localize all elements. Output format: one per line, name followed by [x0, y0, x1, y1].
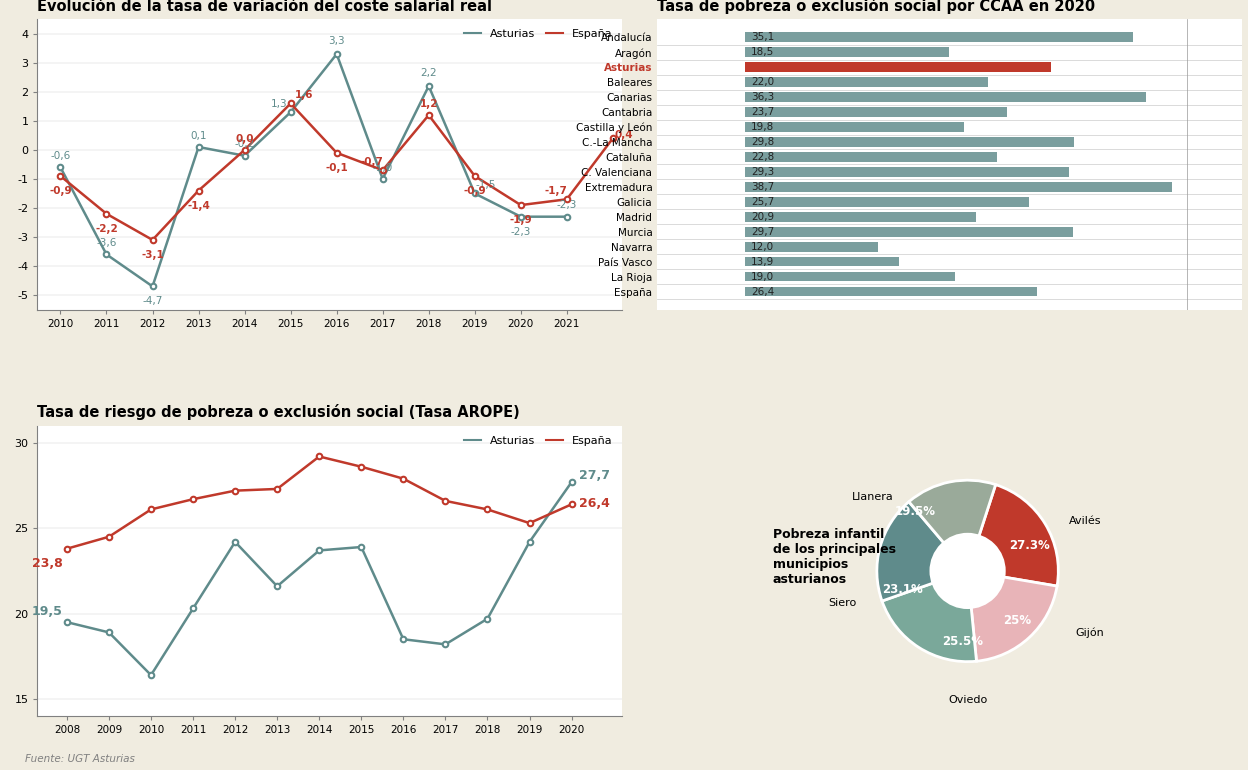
Bar	[745, 77, 988, 87]
Text: 25,7: 25,7	[751, 197, 774, 207]
Text: 0,4: 0,4	[615, 130, 633, 140]
Text: -0,6: -0,6	[50, 151, 71, 161]
Text: Siero: Siero	[829, 598, 856, 608]
Bar	[745, 197, 1028, 206]
Text: -0,7: -0,7	[361, 156, 383, 166]
Bar	[745, 152, 997, 162]
Bar	[745, 137, 1075, 147]
Text: 29,7: 29,7	[751, 226, 774, 236]
Text: -1,4: -1,4	[187, 201, 210, 211]
Bar	[745, 212, 976, 222]
Text: 0,1: 0,1	[190, 131, 207, 141]
Text: 19,8: 19,8	[751, 122, 774, 132]
Text: Oviedo: Oviedo	[948, 695, 987, 705]
Text: 13,9: 13,9	[751, 256, 774, 266]
Text: -3,1: -3,1	[141, 250, 163, 260]
Text: 26,4: 26,4	[751, 286, 774, 296]
Bar	[745, 32, 1132, 42]
Wedge shape	[967, 484, 1058, 586]
Text: 2,2: 2,2	[421, 69, 437, 79]
Text: Pobreza infantil
de los principales
municipios
asturianos: Pobreza infantil de los principales muni…	[773, 528, 896, 586]
Text: 29,8: 29,8	[751, 137, 774, 147]
Text: 25%: 25%	[1003, 614, 1032, 628]
Text: 22,0: 22,0	[751, 77, 774, 87]
Bar	[745, 242, 877, 252]
Text: Llanera: Llanera	[851, 491, 894, 501]
Text: 36,3: 36,3	[751, 92, 774, 102]
Text: -2,2: -2,2	[95, 224, 117, 234]
Text: -2,3: -2,3	[510, 226, 530, 236]
Bar	[745, 107, 1007, 117]
Text: 1,3: 1,3	[271, 99, 288, 109]
Text: -1,0: -1,0	[373, 162, 393, 172]
Text: 0,0: 0,0	[236, 133, 253, 143]
Text: 23,7: 23,7	[751, 107, 774, 117]
Text: Tasa de pobreza o exclusión social por CCAA en 2020: Tasa de pobreza o exclusión social por C…	[658, 0, 1096, 14]
Wedge shape	[967, 571, 1057, 661]
Text: 35,1: 35,1	[751, 32, 774, 42]
Text: 29,3: 29,3	[751, 167, 774, 177]
Text: 19,0: 19,0	[751, 272, 774, 282]
Text: Avilés: Avilés	[1070, 516, 1102, 526]
Text: -0,1: -0,1	[326, 163, 348, 173]
Wedge shape	[882, 571, 976, 661]
Text: -0,9: -0,9	[463, 186, 485, 196]
Text: -3,6: -3,6	[96, 238, 116, 248]
Bar	[745, 182, 1172, 192]
Legend: Asturias, España: Asturias, España	[459, 25, 617, 44]
Text: 26,4: 26,4	[579, 497, 609, 510]
Text: 27,7: 27,7	[579, 470, 609, 482]
Bar	[745, 92, 1146, 102]
Text: Gijón: Gijón	[1076, 628, 1104, 638]
Bar	[745, 167, 1068, 177]
Text: -4,7: -4,7	[142, 296, 162, 306]
Text: -0,9: -0,9	[49, 186, 72, 196]
Text: -1,5: -1,5	[475, 180, 495, 190]
Text: 27.3%: 27.3%	[1008, 539, 1050, 552]
Text: Fuente: UGT Asturias: Fuente: UGT Asturias	[25, 755, 135, 765]
Bar	[745, 286, 1037, 296]
Bar	[745, 256, 899, 266]
Bar	[745, 48, 950, 57]
Bar	[745, 122, 963, 132]
Text: Tasa de riesgo de pobreza o exclusión social (Tasa AROPE): Tasa de riesgo de pobreza o exclusión so…	[37, 404, 520, 420]
Text: 38,7: 38,7	[751, 182, 774, 192]
Text: 19.5%: 19.5%	[895, 505, 936, 518]
Text: 20,9: 20,9	[751, 212, 774, 222]
Text: -2,3: -2,3	[557, 200, 577, 210]
Text: 18,5: 18,5	[751, 47, 774, 57]
Text: 22,8: 22,8	[751, 152, 774, 162]
Bar	[745, 62, 1051, 72]
Text: 19,5: 19,5	[32, 605, 62, 618]
Text: 1,6: 1,6	[296, 90, 313, 100]
Text: -1,7: -1,7	[544, 186, 567, 196]
Text: 12,0: 12,0	[751, 242, 774, 252]
Text: Evolución de la tasa de variación del coste salarial real: Evolución de la tasa de variación del co…	[37, 0, 493, 14]
Text: 25.5%: 25.5%	[942, 635, 983, 648]
Text: 23.1%: 23.1%	[882, 583, 922, 595]
Text: 27,7: 27,7	[751, 62, 778, 72]
Text: 1,2: 1,2	[419, 99, 438, 109]
Bar	[745, 272, 955, 282]
Circle shape	[930, 533, 1006, 609]
Wedge shape	[877, 502, 967, 601]
Wedge shape	[909, 480, 996, 571]
Text: -1,9: -1,9	[509, 215, 532, 225]
Text: 23,8: 23,8	[32, 557, 62, 570]
Legend: Asturias, España: Asturias, España	[459, 431, 617, 450]
Bar	[745, 227, 1073, 236]
Text: -0,2: -0,2	[235, 139, 255, 149]
Text: 3,3: 3,3	[328, 36, 344, 46]
